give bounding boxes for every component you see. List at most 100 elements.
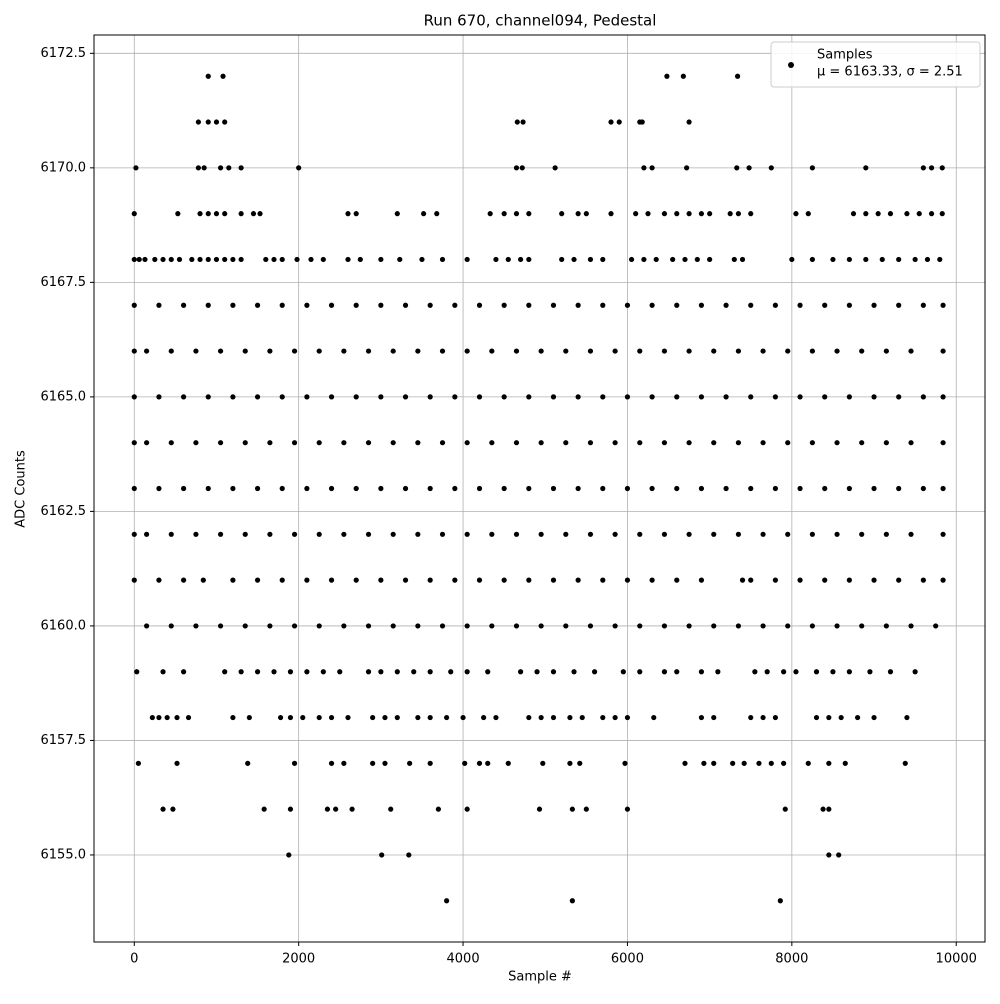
point <box>415 348 421 354</box>
point <box>476 760 483 766</box>
point <box>859 531 865 537</box>
point <box>485 669 491 675</box>
point <box>711 714 717 721</box>
point <box>836 852 842 858</box>
point <box>365 531 372 537</box>
point <box>854 714 861 721</box>
point <box>698 302 705 308</box>
point <box>637 531 643 537</box>
point <box>653 256 659 263</box>
point <box>686 440 692 446</box>
point <box>452 485 458 492</box>
point <box>620 669 626 675</box>
point <box>230 714 236 721</box>
point <box>476 577 483 583</box>
point <box>254 577 261 583</box>
point <box>304 302 310 308</box>
point <box>624 485 631 492</box>
point <box>397 256 403 263</box>
point <box>612 440 618 446</box>
point <box>748 714 754 721</box>
point <box>600 394 606 400</box>
point <box>131 302 137 308</box>
point <box>345 256 351 263</box>
point <box>365 669 372 675</box>
point <box>624 577 631 583</box>
point <box>748 485 754 492</box>
point <box>939 165 945 171</box>
point <box>781 760 787 766</box>
point <box>552 165 558 171</box>
point <box>287 669 294 675</box>
point <box>316 440 322 446</box>
point <box>624 806 631 812</box>
point <box>863 211 869 217</box>
point <box>402 302 409 308</box>
point <box>489 348 495 354</box>
point <box>902 760 908 766</box>
point <box>519 165 525 171</box>
x-tick-label: 10000 <box>936 952 977 967</box>
point <box>830 669 836 675</box>
y-tick-label: 6157.5 <box>41 733 87 748</box>
point <box>846 485 852 492</box>
point <box>575 577 581 583</box>
point <box>427 394 433 400</box>
point <box>940 485 946 492</box>
point <box>156 485 162 492</box>
legend-annotation: μ = 6163.33, σ = 2.51 <box>817 65 963 80</box>
point <box>661 211 668 217</box>
point <box>222 211 228 217</box>
point <box>402 485 409 492</box>
point <box>782 806 788 812</box>
point <box>185 714 192 721</box>
point <box>781 669 787 675</box>
point <box>682 256 688 263</box>
point <box>822 577 828 583</box>
point <box>797 485 803 492</box>
point <box>439 440 446 446</box>
point <box>649 485 655 492</box>
point <box>341 348 347 354</box>
point <box>760 531 766 537</box>
point <box>645 211 651 217</box>
point <box>583 806 589 812</box>
point <box>670 256 676 263</box>
point <box>370 714 376 721</box>
point <box>633 211 639 217</box>
point <box>809 440 815 446</box>
point <box>230 394 236 400</box>
point <box>245 760 251 766</box>
point <box>587 256 594 263</box>
y-tick-label: 6172.5 <box>41 46 87 61</box>
point <box>205 394 211 400</box>
point <box>908 348 914 354</box>
point <box>649 394 655 400</box>
point <box>464 669 470 675</box>
point <box>370 760 376 766</box>
point <box>464 348 470 354</box>
point <box>612 531 618 537</box>
point <box>937 256 943 263</box>
point <box>674 669 680 675</box>
point <box>940 394 946 400</box>
point <box>612 714 618 721</box>
point <box>701 760 707 766</box>
point <box>920 485 926 492</box>
point <box>813 714 820 721</box>
point <box>813 669 820 675</box>
point <box>826 714 832 721</box>
point <box>135 760 141 766</box>
point <box>439 623 446 629</box>
point <box>411 669 417 675</box>
point <box>353 485 359 492</box>
point <box>365 440 372 446</box>
point <box>567 714 573 721</box>
point <box>242 440 248 446</box>
point <box>567 760 573 766</box>
plot-frame <box>93 34 986 943</box>
point <box>168 348 174 354</box>
point <box>427 714 433 721</box>
point <box>723 394 729 400</box>
point <box>822 394 828 400</box>
